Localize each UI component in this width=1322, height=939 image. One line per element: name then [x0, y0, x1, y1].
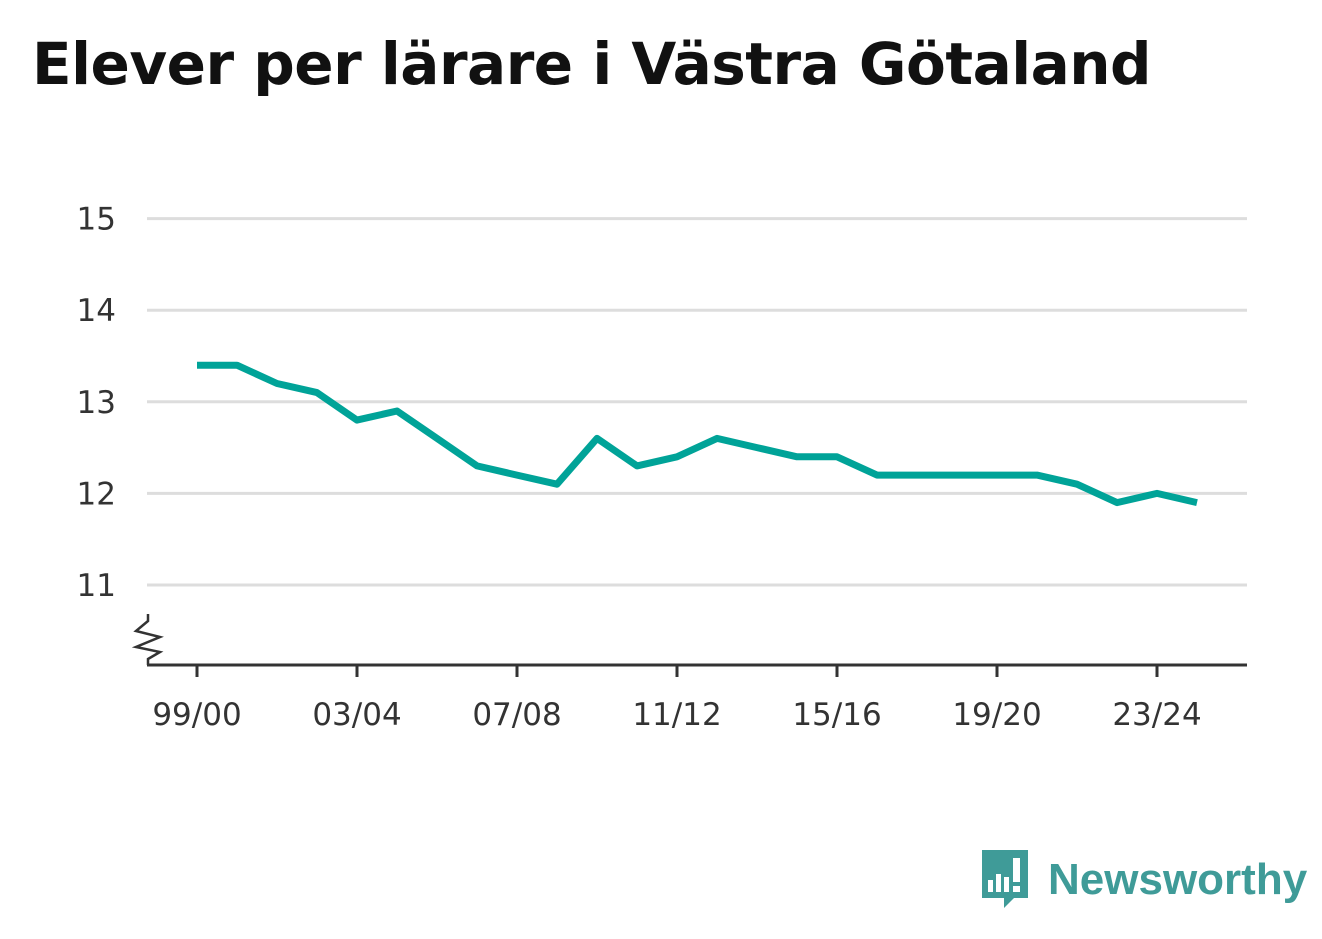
x-axis [131, 614, 1247, 667]
series-line [197, 361, 1198, 507]
x-tick-label: 11/12 [632, 697, 721, 733]
brand-name: Newsworthy [1048, 855, 1308, 904]
y-tick-label: 14 [77, 293, 116, 329]
series-group [197, 361, 1198, 507]
x-axis-ticks: 99/00 03/04 07/08 11/12 15/16 19/20 23/24 [152, 665, 1202, 733]
newsworthy-brand: Newsworthy [980, 850, 1307, 910]
x-tick-label: 99/00 [152, 697, 241, 733]
x-tick-label: 19/20 [952, 697, 1041, 733]
x-tick-label: 15/16 [792, 697, 881, 733]
chart-title: Elever per lärare i Västra Götaland [32, 30, 1152, 98]
axis-break-symbol [131, 614, 164, 665]
y-tick-label: 13 [77, 385, 116, 421]
x-tick-label: 23/24 [1112, 697, 1201, 733]
y-tick-label: 11 [77, 568, 116, 604]
y-tick-label: 12 [77, 476, 116, 512]
x-tick-label: 07/08 [472, 697, 561, 733]
y-tick-label: 15 [77, 202, 116, 238]
gridlines [147, 217, 1247, 587]
newsworthy-logo-icon [982, 850, 1028, 908]
x-tick-label: 03/04 [312, 697, 401, 733]
y-axis-ticks: 11 12 13 14 15 [77, 202, 116, 604]
